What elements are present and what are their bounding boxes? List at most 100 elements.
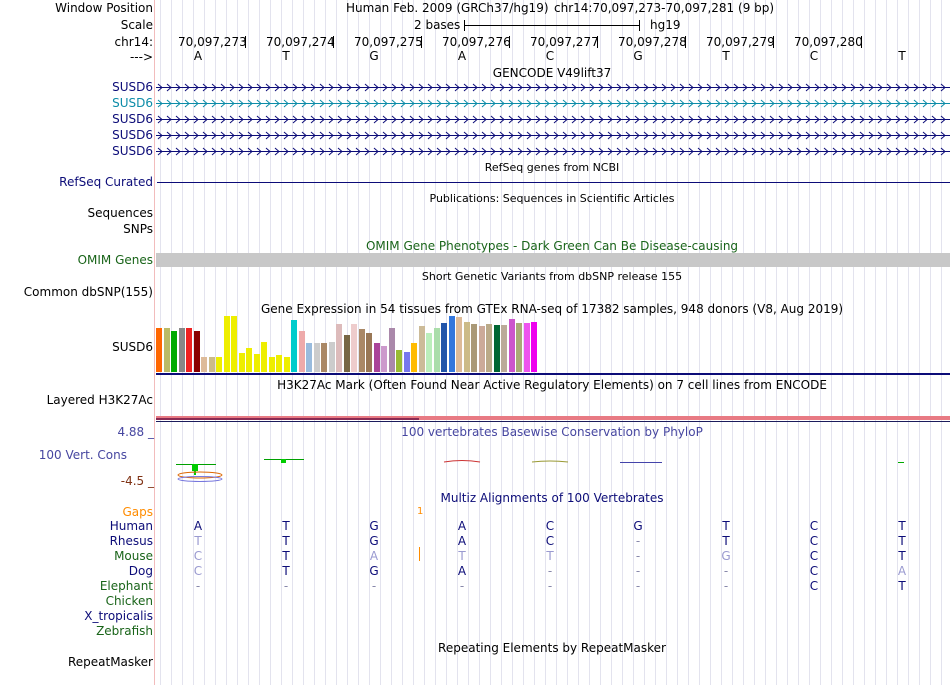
gtex-bar[interactable]: [426, 333, 432, 372]
aligned-base: G: [721, 549, 731, 563]
cons-label[interactable]: 100 Vert. Cons: [38, 448, 127, 462]
refseq-gene-line[interactable]: [157, 182, 950, 183]
gtex-bar[interactable]: [478, 326, 485, 372]
gtex-bar[interactable]: [306, 343, 312, 372]
omim-gene-bar[interactable]: [156, 253, 950, 267]
gtex-bar[interactable]: [201, 357, 207, 372]
cons-track-title[interactable]: 100 vertebrates Basewise Conservation by…: [401, 425, 703, 439]
pubs-track-title[interactable]: Publications: Sequences in Scientific Ar…: [429, 192, 675, 205]
aligned-base: T: [282, 549, 290, 563]
refseq-label[interactable]: RefSeq Curated: [59, 175, 153, 189]
snps-label[interactable]: SNPs: [123, 222, 153, 236]
gencode-track-title[interactable]: GENCODE V49lift37: [492, 66, 612, 80]
gtex-bar[interactable]: [531, 322, 537, 372]
gencode-transcript-label[interactable]: SUSD6: [112, 112, 153, 126]
gencode-transcript-label[interactable]: SUSD6: [112, 96, 153, 110]
gtex-bar[interactable]: [231, 316, 237, 372]
gtex-bar[interactable]: [463, 322, 470, 372]
gencode-transcript-line[interactable]: [156, 98, 950, 108]
gtex-bar[interactable]: [456, 317, 462, 372]
gaps-label[interactable]: Gaps: [122, 505, 153, 519]
species-label[interactable]: Zebrafish: [96, 624, 153, 638]
gtex-bar[interactable]: [471, 324, 477, 372]
gtex-bar[interactable]: [171, 331, 177, 372]
gtex-bar[interactable]: [508, 319, 515, 372]
gtex-bar[interactable]: [433, 328, 440, 372]
dbsnp-track-title[interactable]: Short Genetic Variants from dbSNP releas…: [421, 270, 683, 283]
gtex-bar[interactable]: [448, 316, 455, 372]
gtex-bar[interactable]: [216, 357, 222, 372]
species-label[interactable]: X_tropicalis: [84, 609, 153, 623]
gtex-bar[interactable]: [486, 324, 492, 372]
gtex-bar[interactable]: [193, 331, 200, 372]
gtex-bar[interactable]: [388, 328, 395, 372]
omim-track-title[interactable]: OMIM Gene Phenotypes - Dark Green Can Be…: [365, 239, 739, 253]
gtex-bar[interactable]: [291, 320, 297, 372]
gencode-transcript-line[interactable]: [156, 114, 950, 124]
cons-plot[interactable]: [156, 452, 950, 488]
gencode-transcript-label[interactable]: SUSD6: [112, 144, 153, 158]
gencode-transcript-line[interactable]: [156, 82, 950, 92]
sequences-label[interactable]: Sequences: [87, 206, 153, 220]
gtex-bar[interactable]: [358, 329, 365, 372]
gtex-bar[interactable]: [381, 346, 387, 372]
gtex-bar[interactable]: [321, 343, 327, 372]
dbsnp-label[interactable]: Common dbSNP(155): [23, 285, 153, 299]
gtex-bar[interactable]: [178, 328, 185, 372]
repeat-label[interactable]: RepeatMasker: [67, 655, 153, 669]
gtex-bar[interactable]: [501, 325, 507, 372]
gencode-transcript-label[interactable]: SUSD6: [112, 128, 153, 142]
species-label[interactable]: Rhesus: [109, 534, 153, 548]
gencode-transcript-line[interactable]: [156, 130, 950, 140]
base-letter: T: [282, 49, 290, 63]
gtex-bar[interactable]: [403, 352, 410, 372]
gtex-bar[interactable]: [493, 325, 500, 372]
gtex-bar[interactable]: [253, 354, 260, 372]
gtex-bar[interactable]: [336, 324, 342, 372]
gtex-bar[interactable]: [208, 357, 215, 372]
gtex-bar[interactable]: [268, 357, 275, 372]
gtex-bar-chart[interactable]: [156, 316, 556, 372]
gtex-bar[interactable]: [418, 326, 425, 372]
h3k27-signal[interactable]: [156, 416, 950, 420]
gridline: [677, 0, 678, 685]
multiz-track-title[interactable]: Multiz Alignments of 100 Vertebrates: [440, 491, 664, 505]
gtex-bar[interactable]: [156, 328, 162, 372]
gtex-bar[interactable]: [298, 331, 305, 372]
gtex-bar[interactable]: [343, 335, 350, 372]
refseq-track-title[interactable]: RefSeq genes from NCBI: [484, 161, 620, 174]
gtex-bar[interactable]: [523, 323, 530, 372]
h3k27-track-title[interactable]: H3K27Ac Mark (Often Found Near Active Re…: [277, 378, 827, 392]
species-label[interactable]: Chicken: [105, 594, 153, 608]
gtex-bar[interactable]: [411, 343, 417, 372]
species-label[interactable]: Elephant: [99, 579, 153, 593]
species-label[interactable]: Mouse: [114, 549, 153, 563]
gtex-bar[interactable]: [328, 342, 335, 372]
gtex-bar[interactable]: [441, 323, 447, 372]
gtex-label[interactable]: SUSD6: [112, 340, 153, 354]
gtex-bar[interactable]: [396, 350, 402, 372]
gtex-bar[interactable]: [246, 348, 252, 372]
gridline: [754, 0, 755, 685]
base-letter: C: [809, 49, 819, 63]
gtex-bar[interactable]: [223, 316, 230, 372]
gtex-bar[interactable]: [373, 343, 380, 372]
species-label[interactable]: Dog: [128, 564, 153, 578]
repeat-track-title[interactable]: Repeating Elements by RepeatMasker: [438, 641, 666, 655]
gtex-bar[interactable]: [366, 333, 372, 372]
gencode-transcript-line[interactable]: [156, 146, 950, 156]
h3k27-label[interactable]: Layered H3K27Ac: [46, 393, 153, 407]
gtex-track-title[interactable]: Gene Expression in 54 tissues from GTEx …: [260, 302, 844, 316]
gtex-bar[interactable]: [238, 353, 245, 372]
gtex-bar[interactable]: [313, 343, 320, 372]
gtex-bar[interactable]: [261, 342, 267, 372]
species-label[interactable]: Human: [109, 519, 153, 533]
gtex-bar[interactable]: [283, 357, 290, 372]
gencode-transcript-label[interactable]: SUSD6: [112, 80, 153, 94]
gtex-bar[interactable]: [186, 328, 192, 372]
gtex-bar[interactable]: [276, 355, 282, 372]
omim-label[interactable]: OMIM Genes: [77, 253, 153, 267]
gtex-bar[interactable]: [163, 328, 170, 372]
gtex-bar[interactable]: [516, 323, 522, 372]
gtex-bar[interactable]: [351, 324, 357, 372]
